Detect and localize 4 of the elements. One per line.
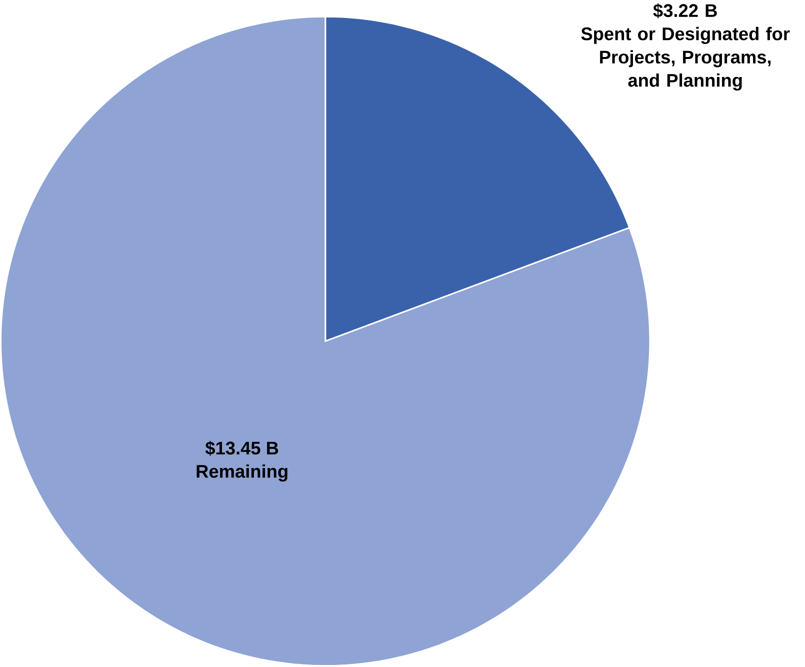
data-label: $13.45 B	[205, 441, 278, 456]
slice-label: Spent or Designated for Projects, Programs, and Planning	[581, 27, 790, 91]
data-label: $3.22 B	[653, 4, 717, 18]
slice-label: Remaining	[196, 464, 288, 482]
